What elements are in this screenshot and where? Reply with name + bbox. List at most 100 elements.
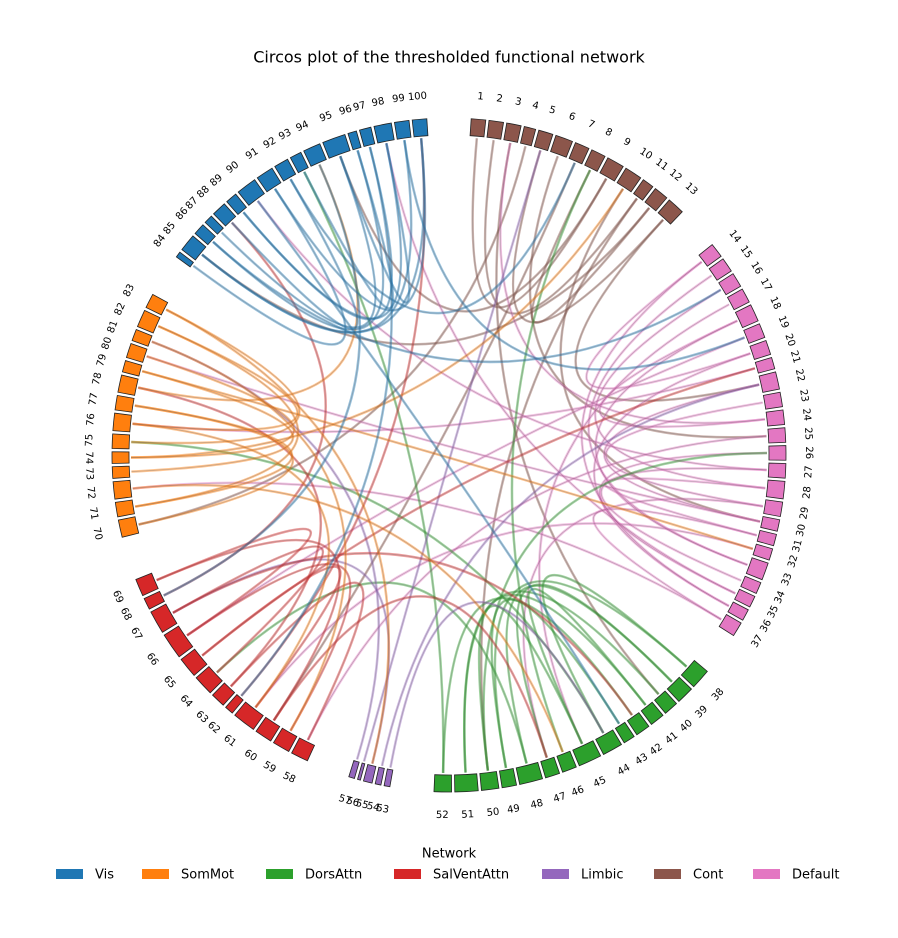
node-label: 39 (693, 704, 710, 721)
link-core (131, 309, 300, 444)
link-core (512, 150, 664, 323)
link-core (138, 164, 358, 401)
node-arc (362, 764, 377, 784)
link-core (496, 142, 659, 695)
node-arc (225, 694, 244, 714)
node-label: 94 (294, 119, 310, 134)
node-label: 2 (496, 93, 504, 105)
link-core (257, 200, 767, 471)
link-core (131, 188, 624, 458)
node-arc (411, 118, 429, 138)
node-arc (256, 167, 282, 193)
node-label: 68 (118, 606, 133, 622)
link (201, 565, 342, 709)
link (510, 169, 592, 753)
node-label: 10 (637, 146, 654, 162)
node-arc (150, 603, 178, 633)
node-arc (657, 199, 683, 225)
link (131, 440, 605, 734)
link (483, 139, 638, 315)
node-label: 44 (616, 762, 632, 778)
node-label: 89 (208, 172, 225, 189)
link-core (538, 304, 730, 744)
node-arc (698, 244, 722, 267)
node-label: 100 (408, 91, 428, 104)
node-label: 37 (750, 633, 766, 650)
link (515, 583, 673, 758)
node-label: 36 (758, 618, 774, 634)
node-arc (303, 143, 327, 167)
node-label: 30 (795, 523, 808, 538)
link-core (531, 169, 650, 323)
link (559, 188, 761, 523)
link (463, 593, 647, 773)
link (528, 155, 767, 439)
node-arc (136, 309, 161, 334)
node-arc (125, 342, 148, 363)
link-core (499, 142, 766, 424)
link-core (131, 356, 295, 458)
node-label: 58 (281, 770, 297, 786)
link-core (542, 575, 687, 734)
link (603, 477, 766, 537)
link (306, 434, 767, 741)
link-core (599, 452, 767, 594)
node-arc (616, 167, 642, 193)
node-label: 5 (548, 104, 557, 116)
node-arc (740, 575, 762, 594)
node-arc (734, 304, 759, 329)
node-label: 66 (144, 651, 160, 668)
node-label: 1 (477, 91, 484, 103)
link-core (273, 162, 576, 721)
node-label: 90 (224, 160, 241, 176)
node-label: 60 (242, 748, 259, 764)
node-arc (175, 251, 195, 268)
node-arc (469, 118, 487, 138)
link (146, 355, 761, 523)
node-arc (121, 360, 143, 377)
link (131, 370, 295, 473)
node-arc (756, 529, 777, 547)
node-arc (754, 356, 776, 374)
link-core (132, 482, 722, 620)
link-core (290, 162, 576, 314)
node-label: 17 (758, 277, 774, 293)
node-label: 13 (683, 181, 700, 198)
node-arc (760, 516, 781, 532)
link (598, 451, 768, 595)
node-label: 32 (786, 554, 800, 569)
link (229, 581, 365, 741)
link-core (201, 140, 412, 333)
node-arc (644, 188, 668, 212)
node-arc (274, 158, 297, 182)
node-arc (515, 761, 544, 785)
node-label: 9 (621, 136, 632, 149)
node-arc (568, 142, 590, 165)
link-core (274, 138, 426, 311)
link (163, 221, 327, 597)
legend-swatch (753, 869, 780, 879)
link (585, 260, 751, 390)
node-label: 4 (531, 100, 540, 112)
node-arc (614, 721, 635, 744)
link (212, 150, 385, 331)
link (272, 162, 576, 722)
link-core (588, 275, 748, 566)
node-arc (358, 126, 376, 147)
link-core (163, 222, 326, 596)
link-core (212, 241, 721, 363)
link-core (132, 367, 756, 433)
link-core (138, 387, 321, 687)
link-core (442, 597, 633, 773)
node-label: 82 (113, 301, 128, 317)
node-label: 33 (780, 572, 795, 588)
node-arc (112, 479, 133, 500)
node-label: 43 (633, 752, 650, 768)
node-label: 19 (776, 314, 791, 330)
link-core (494, 580, 687, 768)
node-label: 50 (486, 807, 500, 819)
link (580, 260, 730, 608)
node-arc (640, 701, 664, 725)
link (137, 386, 322, 688)
link-core (529, 156, 767, 438)
